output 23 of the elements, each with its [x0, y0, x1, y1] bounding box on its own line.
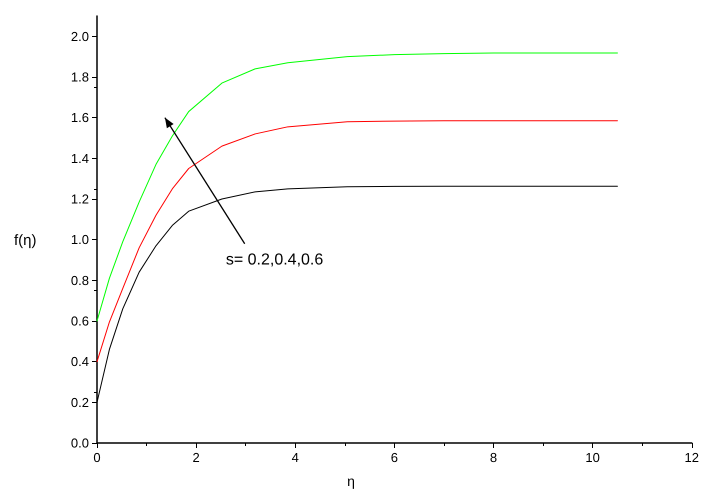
y-tick-label: 0.6	[70, 314, 89, 328]
line-series	[96, 120, 618, 362]
y-tick-label: 1.8	[70, 70, 89, 84]
y-tick-label: 0.4	[70, 354, 89, 370]
x-axis-title: η	[347, 473, 355, 489]
x-tick-label: 0	[93, 450, 101, 465]
x-tick-label: 2	[192, 450, 200, 465]
y-axis-title: f(η)	[14, 232, 37, 249]
y-tick-label: 2.0	[70, 28, 89, 44]
y-tick-label: 0.0	[70, 436, 89, 450]
x-tick-label: 6	[390, 450, 398, 465]
x-tick-label: 4	[292, 450, 299, 465]
annotation: s= 0.2,0.4,0.6	[226, 252, 324, 268]
x-tick-label: 12	[684, 450, 700, 465]
y-tick-label: 1.0	[70, 232, 89, 248]
x-tick-label: 8	[490, 450, 498, 465]
y-tick-label: 0.2	[70, 394, 89, 410]
y-tick-label: 0.8	[70, 272, 89, 288]
y-tick-label: 1.4	[70, 150, 89, 166]
line-series	[96, 52, 618, 322]
y-tick-label: 1.2	[70, 192, 89, 206]
x-tick-label: 10	[585, 450, 600, 465]
y-tick-label: 1.6	[70, 110, 89, 126]
